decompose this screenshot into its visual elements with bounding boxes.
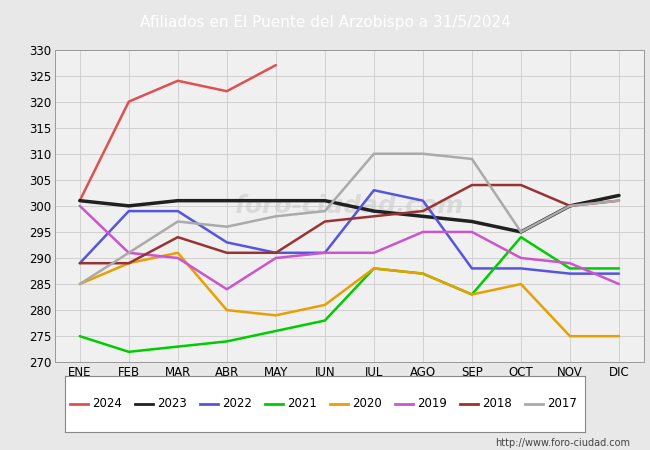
Text: 2024: 2024 xyxy=(92,397,122,410)
Text: 2021: 2021 xyxy=(287,397,317,410)
Text: 2022: 2022 xyxy=(222,397,252,410)
Text: 2019: 2019 xyxy=(417,397,447,410)
Text: Afiliados en El Puente del Arzobispo a 31/5/2024: Afiliados en El Puente del Arzobispo a 3… xyxy=(140,15,510,30)
Text: foro-ciudad.com: foro-ciudad.com xyxy=(235,194,464,218)
Text: 2017: 2017 xyxy=(547,397,577,410)
Text: 2020: 2020 xyxy=(352,397,382,410)
Text: 2018: 2018 xyxy=(482,397,512,410)
Text: http://www.foro-ciudad.com: http://www.foro-ciudad.com xyxy=(495,438,630,448)
Text: 2023: 2023 xyxy=(157,397,187,410)
